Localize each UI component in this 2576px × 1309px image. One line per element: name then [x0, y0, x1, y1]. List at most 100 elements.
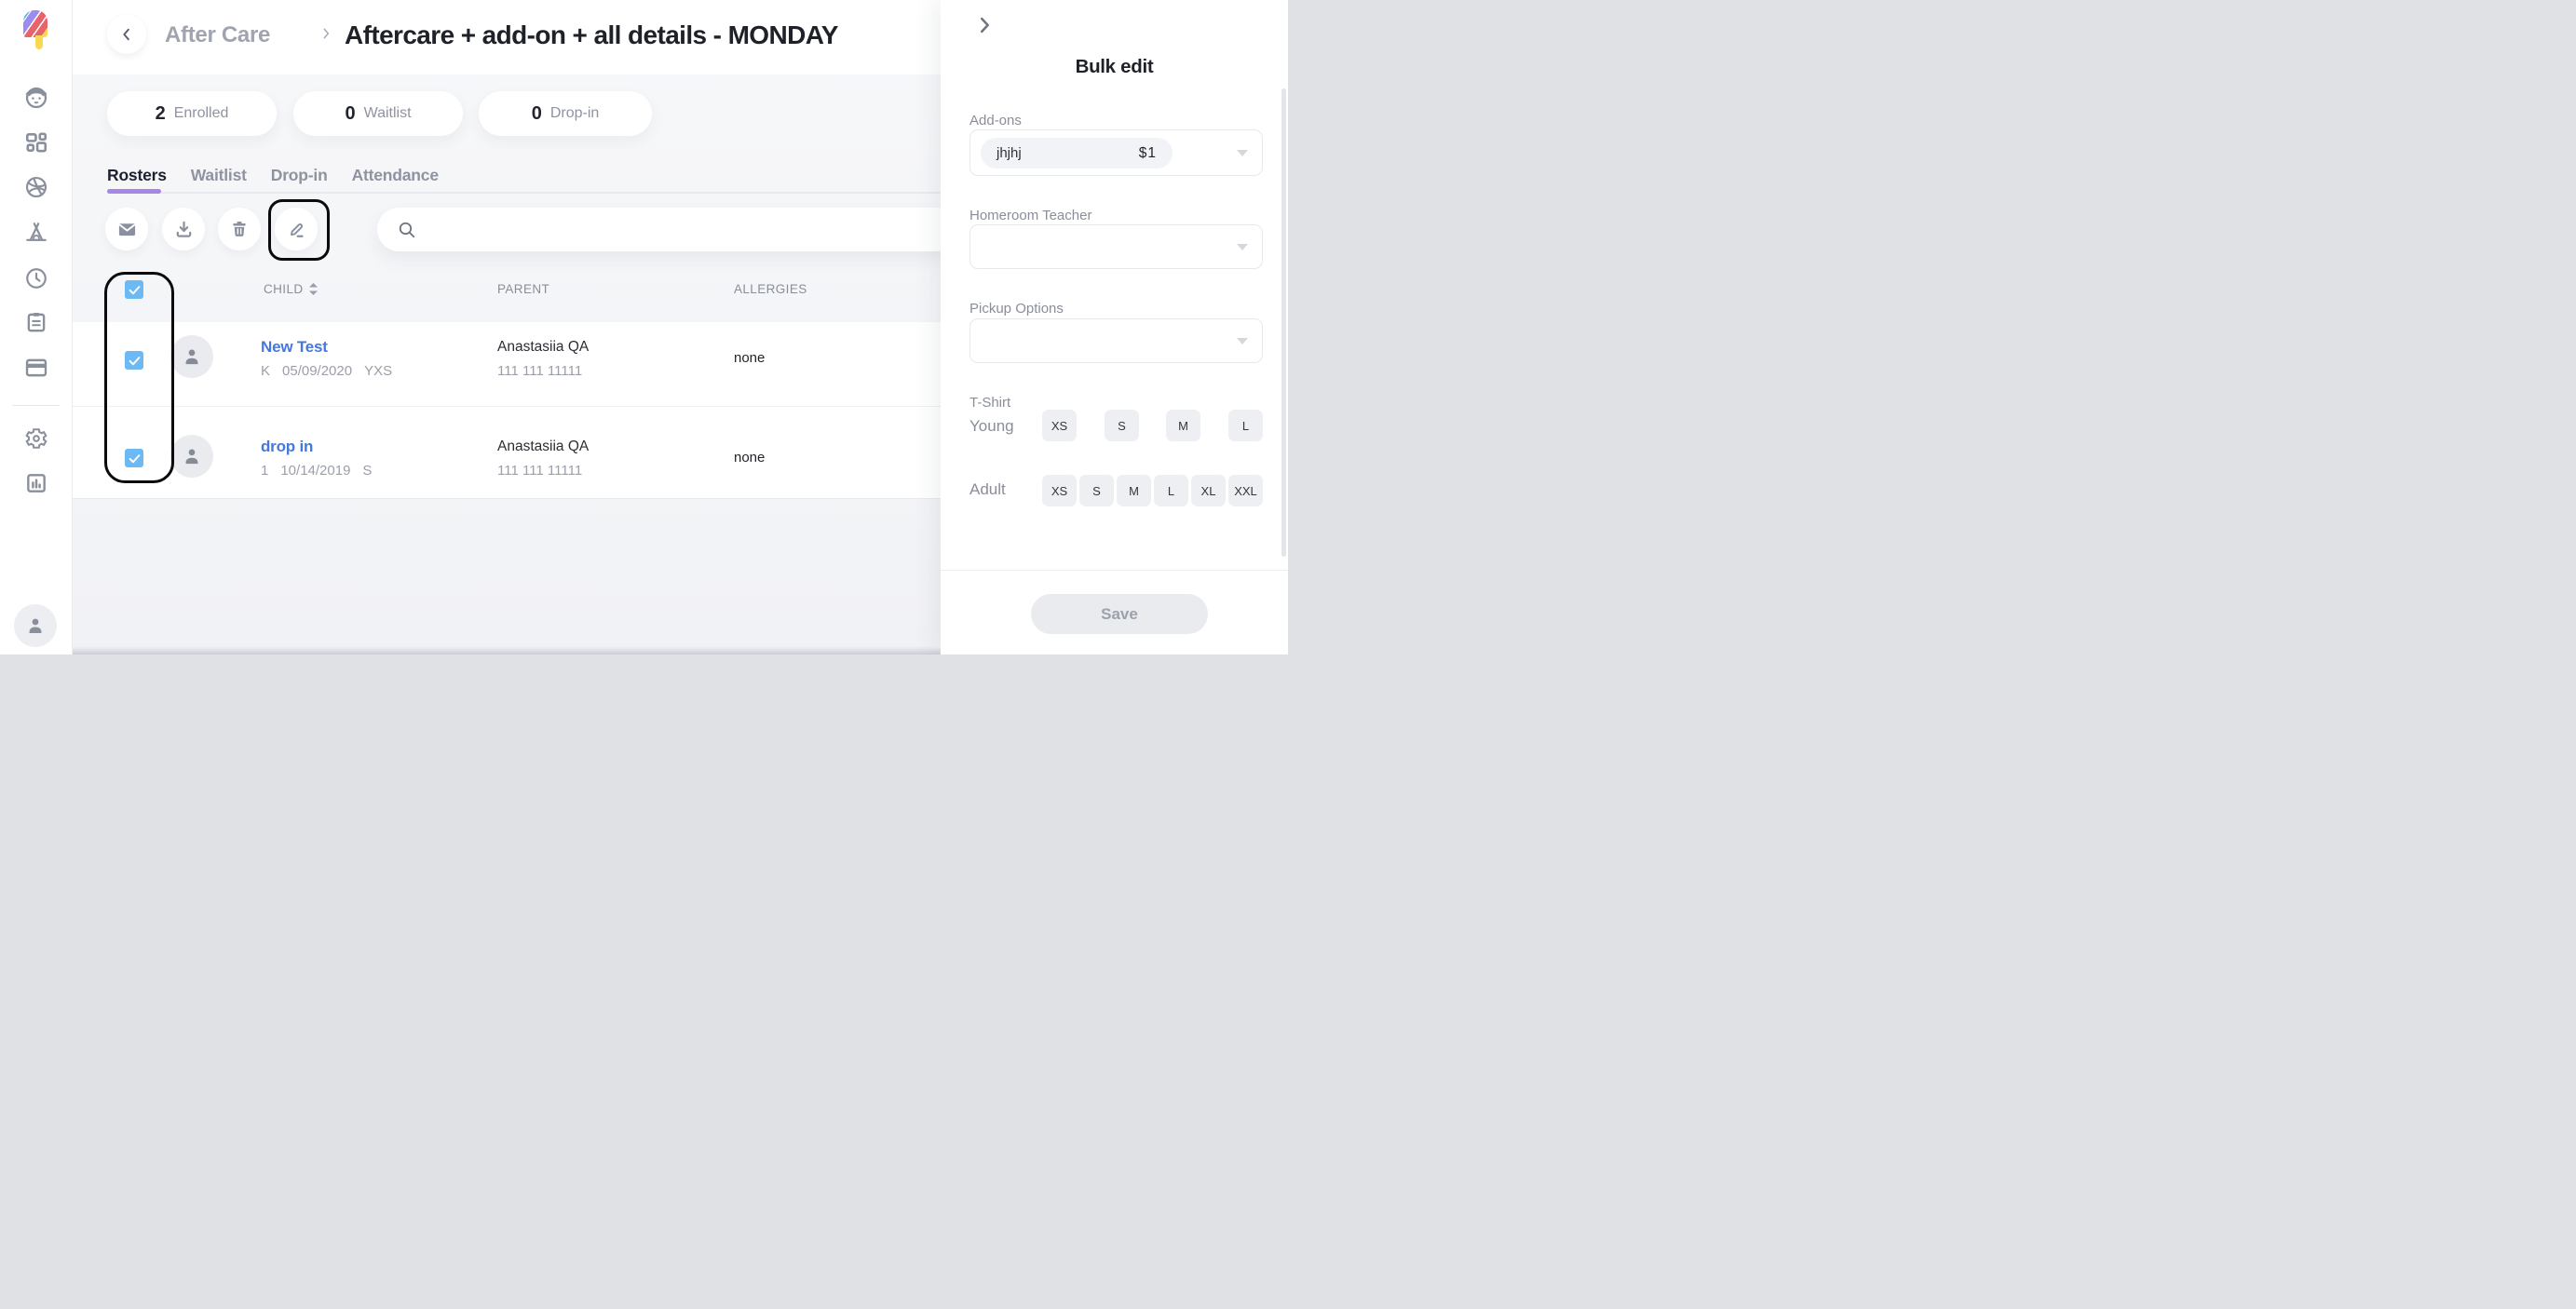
child-grade: K — [261, 363, 271, 379]
table-row — [72, 322, 941, 406]
pickup-label: Pickup Options — [969, 301, 1064, 317]
child-dob: 10/14/2019 — [280, 463, 351, 479]
settings-icon[interactable] — [24, 426, 48, 451]
young-size-xs-button[interactable]: XS — [1042, 410, 1077, 441]
tab-dropin[interactable]: Drop-in — [270, 166, 328, 184]
search-bar — [377, 208, 958, 251]
stat-waitlist: 0 Waitlist — [293, 91, 463, 136]
child-name-link[interactable]: New Test — [261, 338, 328, 356]
child-shirt-size: YXS — [364, 363, 393, 379]
camps-icon[interactable] — [24, 221, 48, 245]
tshirt-young-label: Young — [969, 417, 1014, 435]
app-window: After Care Aftercare + add-on + all deta… — [0, 0, 1288, 654]
parent-name: Anastasiia QA — [497, 439, 590, 454]
user-avatar[interactable] — [14, 604, 57, 647]
delete-button[interactable] — [218, 208, 261, 250]
adult-size-l-button[interactable]: L — [1154, 475, 1188, 506]
payments-icon[interactable] — [24, 356, 48, 380]
allergies-value: none — [734, 350, 766, 366]
child-avatar — [170, 335, 213, 378]
adult-size-xl-button[interactable]: XL — [1191, 475, 1226, 506]
addons-select[interactable]: jhjhj $1 — [969, 129, 1263, 176]
homeroom-label: Homeroom Teacher — [969, 208, 1092, 223]
stat-waitlist-label: Waitlist — [363, 105, 412, 121]
tshirt-label: T-Shirt — [969, 395, 1011, 411]
parent-name: Anastasiia QA — [497, 339, 590, 355]
column-header-child[interactable]: CHILD — [264, 282, 318, 296]
bulk-edit-panel: Bulk edit Add-ons jhjhj $1 Homeroom Teac… — [941, 0, 1288, 654]
app-logo-icon[interactable] — [23, 10, 47, 49]
chevron-down-icon — [1237, 244, 1248, 250]
panel-title: Bulk edit — [1075, 56, 1154, 77]
breadcrumb-parent-link[interactable]: After Care — [165, 22, 271, 47]
adult-size-m-button[interactable]: M — [1117, 475, 1151, 506]
page-title: Aftercare + add-on + all details - MONDA… — [345, 20, 838, 49]
tab-attendance[interactable]: Attendance — [351, 166, 439, 184]
row-checkbox[interactable] — [125, 351, 143, 370]
reports-icon[interactable] — [24, 471, 48, 495]
back-button[interactable] — [107, 15, 146, 54]
breadcrumb-separator-icon — [319, 26, 333, 41]
parent-phone: 111 111 11111 — [497, 463, 583, 479]
addon-chip-name: jhjhj — [997, 145, 1022, 161]
sidebar — [0, 0, 73, 654]
tab-waitlist[interactable]: Waitlist — [190, 166, 247, 184]
child-grade: 1 — [261, 463, 269, 479]
children-icon[interactable] — [24, 86, 48, 110]
tabs-baseline — [107, 192, 941, 194]
child-shirt-size: S — [362, 463, 373, 479]
select-all-checkbox[interactable] — [125, 280, 143, 299]
panel-collapse-chevron-icon[interactable] — [974, 15, 995, 35]
homeroom-select[interactable] — [969, 224, 1263, 269]
adult-size-xs-button[interactable]: XS — [1042, 475, 1077, 506]
young-size-s-button[interactable]: S — [1105, 410, 1139, 441]
panel-footer-divider — [941, 570, 1288, 571]
roster-tabs: Rosters Waitlist Drop-in Attendance — [107, 166, 439, 185]
allergies-value: none — [734, 450, 766, 466]
search-input[interactable] — [427, 214, 958, 245]
tab-rosters[interactable]: Rosters — [107, 166, 167, 184]
stat-enrolled-count: 2 — [155, 102, 166, 124]
stat-enrolled-label: Enrolled — [173, 105, 229, 121]
schedules-icon[interactable] — [24, 266, 48, 290]
adult-size-xxl-button[interactable]: XXL — [1228, 475, 1263, 506]
young-size-l-button[interactable]: L — [1228, 410, 1263, 441]
stat-dropin-count: 0 — [531, 102, 542, 124]
panel-scrollbar[interactable] — [1281, 88, 1286, 557]
search-icon — [399, 222, 415, 237]
dashboard-icon[interactable] — [24, 130, 48, 155]
child-details: 1 10/14/2019 S — [261, 463, 372, 479]
save-button[interactable]: Save — [1031, 594, 1208, 634]
forms-icon[interactable] — [24, 310, 48, 334]
column-header-parent: PARENT — [497, 282, 550, 296]
adult-size-s-button[interactable]: S — [1079, 475, 1114, 506]
activities-icon[interactable] — [24, 175, 48, 199]
row-checkbox[interactable] — [125, 449, 143, 467]
active-tab-indicator — [107, 189, 161, 194]
download-button[interactable] — [162, 208, 205, 250]
email-button[interactable] — [105, 208, 148, 250]
addon-chip: jhjhj $1 — [981, 138, 1173, 169]
child-name-link[interactable]: drop in — [261, 438, 314, 455]
stat-dropin-label: Drop-in — [549, 105, 600, 121]
tshirt-adult-label: Adult — [969, 480, 1006, 498]
parent-phone: 111 111 11111 — [497, 363, 583, 379]
table-row — [72, 406, 941, 499]
column-header-allergies: ALLERGIES — [734, 282, 807, 296]
stat-dropin: 0 Drop-in — [479, 91, 652, 136]
child-dob: 05/09/2020 — [282, 363, 353, 379]
edit-button[interactable] — [275, 208, 318, 250]
sidebar-divider — [12, 405, 60, 406]
pickup-select[interactable] — [969, 318, 1263, 363]
chevron-down-icon — [1237, 338, 1248, 344]
addons-label: Add-ons — [969, 113, 1022, 128]
sort-icon — [308, 283, 318, 295]
stat-waitlist-count: 0 — [345, 102, 356, 124]
child-avatar — [170, 435, 213, 478]
child-details: K 05/09/2020 YXS — [261, 363, 392, 379]
chevron-down-icon — [1237, 150, 1248, 156]
addon-chip-price: $1 — [1138, 144, 1157, 161]
horizontal-scroll-shadow — [72, 646, 941, 654]
stat-enrolled: 2 Enrolled — [107, 91, 277, 136]
young-size-m-button[interactable]: M — [1166, 410, 1200, 441]
